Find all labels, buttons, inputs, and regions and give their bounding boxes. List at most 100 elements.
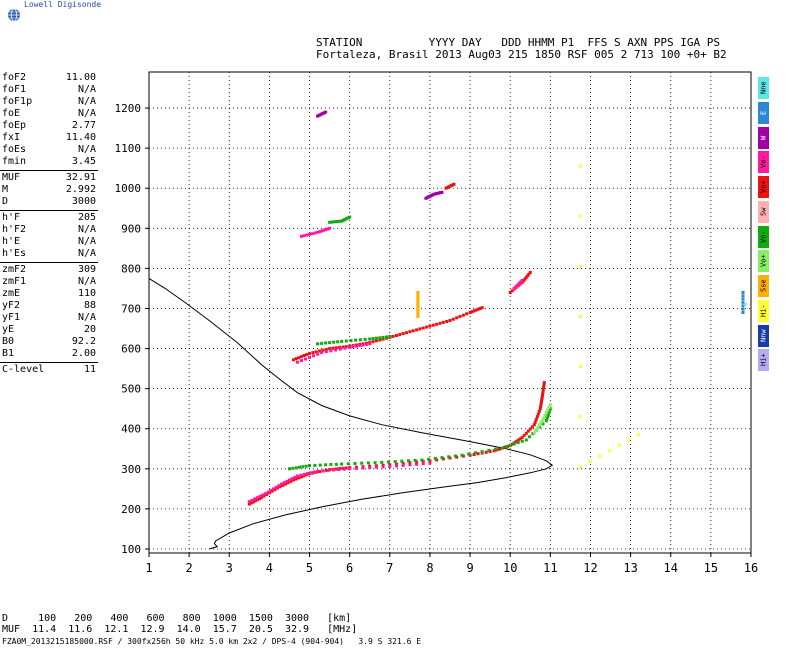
echo-point: [348, 345, 352, 349]
echo-point: [313, 463, 317, 467]
echo-point: [637, 433, 641, 437]
y-tick-label: 1200: [115, 102, 142, 115]
echo-point: [294, 477, 298, 481]
echo-point: [380, 460, 384, 464]
echo-point: [398, 333, 402, 336]
param-name: fmin: [2, 156, 27, 167]
echo-point: [328, 226, 332, 230]
echo-point: [310, 232, 314, 236]
echo-point: [578, 214, 582, 218]
echo-point: [338, 345, 342, 349]
echo-point: [324, 228, 328, 232]
echo-point: [427, 457, 431, 461]
echo-point: [253, 499, 257, 503]
echo-point: [364, 342, 368, 346]
echo-point: [300, 475, 303, 479]
echo-point: [328, 347, 332, 351]
echo-point: [274, 485, 278, 489]
echo-point: [340, 462, 344, 466]
param-name: foF1p: [2, 96, 33, 107]
echo-point: [467, 452, 471, 456]
echo-point: [374, 339, 378, 343]
echo-point: [263, 492, 267, 496]
param-name: h'E: [2, 236, 21, 247]
echo-point: [249, 501, 253, 505]
echo-point: [545, 417, 549, 421]
echo-point: [538, 407, 542, 411]
param-value: 2.77: [71, 120, 96, 131]
param-row: B1 2.00: [0, 348, 100, 360]
echo-point: [361, 343, 365, 347]
echo-point: [528, 435, 532, 439]
echo-point: [535, 415, 539, 419]
echo-point: [500, 446, 504, 450]
echo-point: [346, 462, 350, 466]
echo-point: [353, 462, 357, 465]
echo-point: [743, 303, 747, 306]
echo-point: [288, 467, 291, 471]
echo-point: [320, 229, 324, 233]
echo-point: [411, 329, 415, 333]
echo-point: [309, 471, 313, 475]
param-row: fmin 3.45: [0, 156, 100, 168]
legend-swatch: Sw: [758, 200, 769, 223]
echo-point: [548, 409, 552, 413]
echo-point: [320, 341, 324, 345]
ionogram-chart: 1 2 3 4 5 6 7 8 9 10 11 12 13 14 15 1610020030040050060…: [115, 71, 758, 575]
echo-point: [401, 332, 405, 336]
param-row: MUF 32.91: [0, 172, 100, 184]
echo-point: [318, 463, 322, 467]
echo-point: [514, 440, 518, 444]
param-row: h'F2 N/A: [0, 224, 100, 236]
echo-point: [741, 291, 745, 294]
footer-info: FZA0M_2013215185000.RSF / 300fx256h 50 k…: [2, 637, 422, 646]
echo-point: [334, 220, 338, 224]
echo-point: [532, 423, 536, 427]
echo-point: [349, 339, 353, 343]
echo-point: [308, 232, 311, 236]
echo-point: [255, 498, 259, 502]
echo-point: [508, 291, 512, 294]
echo-point: [344, 345, 348, 349]
echo-point: [546, 415, 550, 419]
param-name: h'F2: [2, 224, 27, 235]
echo-point: [334, 346, 338, 350]
param-name: zmF2: [2, 264, 27, 275]
y-tick-label: 1000: [115, 182, 142, 195]
echo-point: [294, 466, 298, 470]
echo-point: [538, 423, 542, 427]
echo-point: [540, 399, 544, 403]
echo-point: [408, 461, 412, 465]
param-row: foF2 11.00: [0, 72, 100, 84]
param-value: N/A: [77, 84, 96, 95]
echo-point: [578, 315, 582, 318]
echo-point: [468, 311, 472, 314]
echo-point: [510, 442, 514, 446]
echo-point: [421, 326, 425, 330]
y-tick-label: 800: [121, 262, 141, 275]
x-tick-label: 14: [664, 561, 678, 575]
echo-point: [250, 498, 254, 502]
echo-point: [304, 357, 307, 361]
param-name: fxI: [2, 132, 21, 143]
echo-point: [306, 472, 309, 476]
echo-point: [297, 476, 301, 480]
echo-point: [451, 317, 455, 321]
y-tick-label: 500: [121, 383, 141, 396]
param-row: D 3000: [0, 196, 100, 208]
echo-point: [460, 453, 464, 457]
echo-point: [329, 463, 333, 466]
param-name: yF1: [2, 312, 21, 323]
echo-point: [453, 454, 457, 458]
echo-point: [461, 313, 465, 317]
echo-point: [300, 359, 303, 363]
echo-point: [374, 465, 378, 469]
plot-frame: [148, 71, 752, 554]
echo-point: [408, 330, 412, 334]
echo-point: [541, 392, 545, 396]
param-value: N/A: [77, 248, 96, 259]
echo-point: [302, 234, 306, 238]
echo-point: [476, 452, 480, 456]
echo-point: [324, 468, 328, 472]
x-tick-label: 8: [426, 561, 433, 575]
